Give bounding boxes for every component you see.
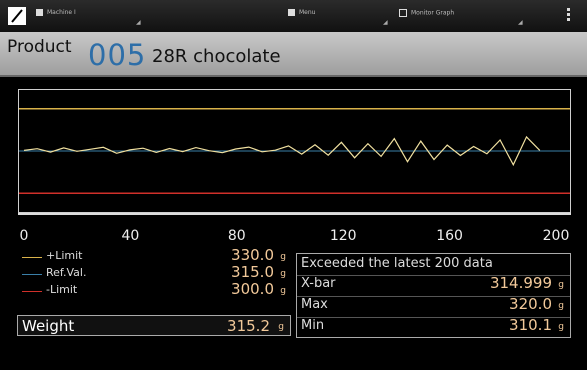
x-tick-label: 80 [227, 228, 246, 244]
product-name: 28R chocolate [152, 46, 281, 67]
stat-value: 310.1 [509, 316, 552, 334]
product-number[interactable]: 005 [88, 38, 147, 72]
legend-label: +Limit [46, 249, 83, 262]
stat-unit: g [558, 301, 564, 311]
x-axis [18, 213, 571, 215]
product-header: Product 005 28R chocolate [0, 32, 587, 77]
legend-swatch [22, 274, 42, 275]
stat-row-min: Min 310.1 g [297, 316, 570, 336]
stats-header: Exceeded the latest 200 data [301, 256, 493, 271]
x-tick-label: 200 [542, 228, 570, 244]
weight-unit: g [278, 322, 284, 332]
weight-value: 315.2 [227, 317, 270, 335]
app-logo-icon[interactable] [8, 7, 26, 25]
stat-label: Min [301, 318, 325, 333]
stat-label: Max [301, 297, 328, 312]
logo-slash-icon [11, 9, 23, 23]
legend-swatch [22, 257, 42, 258]
machine-label: Machine I [47, 9, 76, 16]
stat-value: 314.999 [489, 274, 552, 292]
x-tick-label: 0 [19, 228, 29, 244]
legend-unit: g [280, 269, 286, 279]
statistics-panel: Exceeded the latest 200 data X-bar 314.9… [296, 253, 571, 338]
menu-label: Menu [299, 9, 316, 16]
legend-value: 330.0 [231, 246, 274, 264]
x-tick-label: 40 [121, 228, 140, 244]
menu-button[interactable]: Menu [288, 9, 315, 16]
legend-row: +Limit 330.0 g [18, 246, 292, 267]
weight-trace-line [23, 135, 541, 167]
monitor-icon [399, 9, 407, 17]
legend-unit: g [280, 252, 286, 262]
stat-label: X-bar [301, 276, 336, 291]
legend-value: 300.0 [231, 280, 274, 298]
legend-row: -Limit 300.0 g [18, 280, 292, 301]
machine-selector[interactable]: Machine I [36, 9, 76, 16]
weight-label: Weight [22, 317, 75, 335]
stat-value: 320.0 [509, 295, 552, 313]
monitor-dropdown-icon[interactable]: ◢ [518, 19, 523, 26]
legend-unit: g [280, 286, 286, 296]
menu-icon [288, 9, 295, 16]
stat-row-xbar: X-bar 314.999 g [297, 274, 570, 294]
monitor-label: Monitor Graph [411, 9, 455, 17]
x-tick-label: 160 [436, 228, 463, 244]
legend-row: Ref.Val. 315.0 g [18, 263, 292, 284]
stat-row-max: Max 320.0 g [297, 295, 570, 315]
more-options-icon[interactable] [567, 7, 571, 23]
monitor-graph-selector[interactable]: Monitor Graph [399, 9, 454, 17]
legend-value: 315.0 [231, 263, 274, 281]
graph-frame [18, 89, 571, 213]
weight-trend-graph [19, 107, 570, 195]
title-bar: Machine I ◢ Menu ◢ Monitor Graph ◢ [0, 0, 587, 32]
weight-display: Weight 315.2 g [17, 315, 291, 336]
machine-icon [36, 9, 43, 16]
x-tick-label: 120 [329, 228, 357, 244]
legend-label: Ref.Val. [46, 266, 87, 279]
product-label: Product [7, 37, 72, 57]
stat-unit: g [558, 322, 564, 332]
machine-dropdown-icon[interactable]: ◢ [136, 19, 141, 26]
menu-dropdown-icon[interactable]: ◢ [383, 19, 388, 26]
legend-label: -Limit [46, 283, 78, 296]
stat-unit: g [558, 280, 564, 290]
legend-swatch [22, 291, 42, 292]
